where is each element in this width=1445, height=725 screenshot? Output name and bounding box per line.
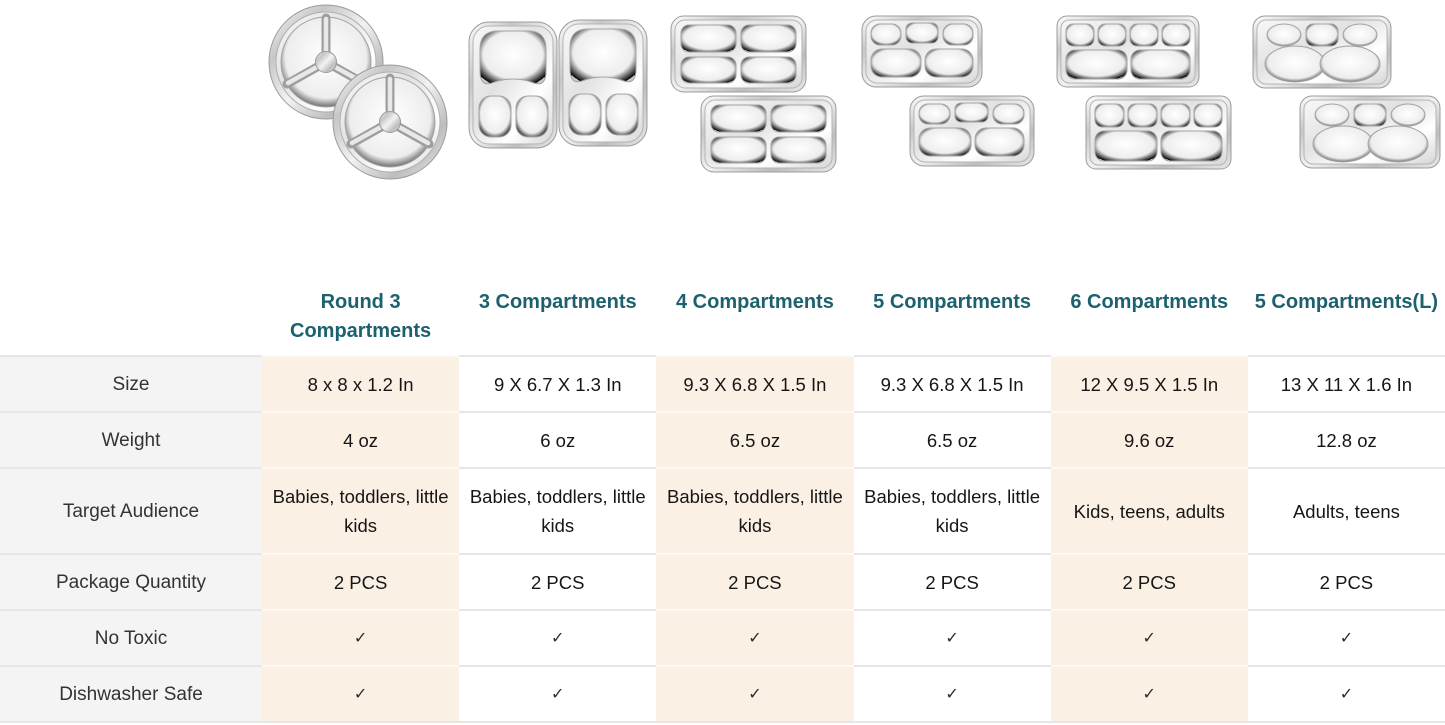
row-label-package-quantity: Package Quantity: [0, 553, 262, 609]
cell-weight-col4: 9.6 oz: [1050, 411, 1248, 467]
cell-dishwasher-col1-checkmark-icon: ✓: [459, 665, 657, 723]
cell-audience-col1: Babies, toddlers, little kids: [459, 467, 657, 553]
cell-size-col4: 12 X 9.5 X 1.5 In: [1050, 355, 1248, 411]
product-image-round-3-compartments: [258, 0, 458, 185]
cell-audience-col0: Babies, toddlers, little kids: [262, 467, 460, 553]
cell-size-col0: 8 x 8 x 1.2 In: [262, 355, 460, 411]
row-label-size: Size: [0, 355, 262, 411]
cell-quantity-col1: 2 PCS: [459, 553, 657, 609]
row-label-target-audience: Target Audience: [0, 467, 262, 553]
cell-size-col5: 13 X 11 X 1.6 In: [1247, 355, 1445, 411]
product-image-5-compartments-large: [1246, 0, 1445, 172]
cell-weight-col1: 6 oz: [459, 411, 657, 467]
cell-no-toxic-col2-checkmark-icon: ✓: [656, 609, 854, 665]
cell-no-toxic-col4-checkmark-icon: ✓: [1050, 609, 1248, 665]
product-image-4-compartments: [661, 0, 859, 178]
row-label-weight: Weight: [0, 411, 262, 467]
rect-tray-4-compartments-icon: [670, 15, 837, 173]
cell-no-toxic-col1-checkmark-icon: ✓: [459, 609, 657, 665]
cell-dishwasher-col0-checkmark-icon: ✓: [262, 665, 460, 723]
cell-quantity-col4: 2 PCS: [1050, 553, 1248, 609]
column-header-3-compartments: 3 Compartments: [478, 291, 637, 313]
cell-dishwasher-col5-checkmark-icon: ✓: [1247, 665, 1445, 723]
square-tray-3-compartments-icon: [468, 19, 648, 149]
header-spacer: [0, 230, 262, 355]
cell-no-toxic-col0-checkmark-icon: ✓: [262, 609, 460, 665]
cell-quantity-col3: 2 PCS: [853, 553, 1051, 609]
cell-audience-col4: Kids, teens, adults: [1050, 467, 1248, 553]
rect-tray-5-compartments-large-icon: [1252, 15, 1441, 169]
cell-no-toxic-col5-checkmark-icon: ✓: [1247, 609, 1445, 665]
cell-dishwasher-col2-checkmark-icon: ✓: [656, 665, 854, 723]
product-images-strip: [0, 0, 1445, 230]
cell-dishwasher-col4-checkmark-icon: ✓: [1050, 665, 1248, 723]
row-label-dishwasher-safe: Dishwasher Safe: [0, 665, 262, 723]
cell-quantity-col0: 2 PCS: [262, 553, 460, 609]
cell-no-toxic-col3-checkmark-icon: ✓: [853, 609, 1051, 665]
rect-tray-5-compartments-icon: [861, 15, 1035, 167]
cell-audience-col3: Babies, toddlers, little kids: [853, 467, 1051, 553]
comparison-table: Round 3 Compartments 3 Compartments 4 Co…: [0, 230, 1445, 723]
cell-size-col3: 9.3 X 6.8 X 1.5 In: [853, 355, 1051, 411]
cell-weight-col2: 6.5 oz: [656, 411, 854, 467]
column-header-round-3-compartments: Round 3 Compartments: [290, 291, 432, 342]
product-image-3-compartments: [466, 0, 652, 165]
cell-weight-col3: 6.5 oz: [853, 411, 1051, 467]
rect-tray-6-compartments-icon: [1056, 15, 1232, 170]
round-3-compartments-plates-icon: [268, 4, 448, 180]
cell-quantity-col5: 2 PCS: [1247, 553, 1445, 609]
row-label-no-toxic: No Toxic: [0, 609, 262, 665]
cell-dishwasher-col3-checkmark-icon: ✓: [853, 665, 1051, 723]
cell-audience-col5: Adults, teens: [1247, 467, 1445, 553]
cell-size-col2: 9.3 X 6.8 X 1.5 In: [656, 355, 854, 411]
column-header-4-compartments: 4 Compartments: [676, 291, 834, 313]
product-image-6-compartments: [1050, 0, 1246, 176]
cell-size-col1: 9 X 6.7 X 1.3 In: [459, 355, 657, 411]
cell-weight-col5: 12.8 oz: [1247, 411, 1445, 467]
cell-quantity-col2: 2 PCS: [656, 553, 854, 609]
column-header-5-compartments: 5 Compartments: [873, 291, 1031, 313]
column-header-5-compartments-l: 5 Compartments(L): [1254, 291, 1439, 313]
cell-weight-col0: 4 oz: [262, 411, 460, 467]
column-header-6-compartments: 6 Compartments: [1070, 291, 1229, 313]
cell-audience-col2: Babies, toddlers, little kids: [656, 467, 854, 553]
product-image-5-compartments: [854, 0, 1049, 172]
